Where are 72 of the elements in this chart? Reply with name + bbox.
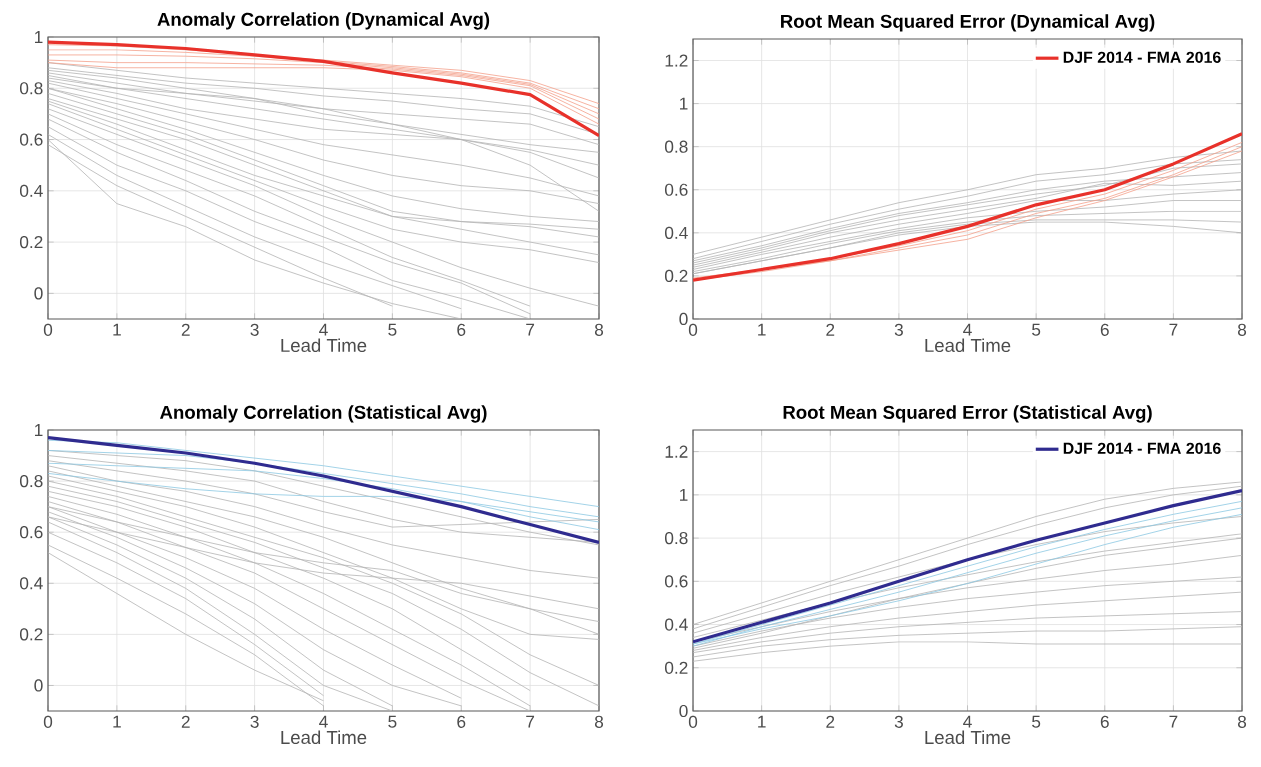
chart-title: Root Mean Squared Error (Statistical Avg) — [783, 405, 1152, 423]
y-tick-label: 1.2 — [665, 445, 688, 458]
x-tick-label: 2 — [826, 715, 835, 728]
y-tick-label: 1 — [35, 424, 43, 436]
x-tick-label: 1 — [113, 715, 121, 728]
x-tick-label: 3 — [894, 715, 903, 728]
x-tick-label: 2 — [826, 323, 835, 336]
x-tick-label: 7 — [1169, 323, 1178, 336]
x-tick-label: 2 — [181, 715, 190, 728]
y-tick-label: 0.6 — [664, 575, 688, 588]
y-tick-label: 0 — [34, 287, 43, 300]
y-tick-label: 0.8 — [664, 140, 688, 153]
x-tick-label: 4 — [319, 323, 328, 336]
x-tick-label: 4 — [963, 323, 972, 336]
y-tick-label: 0.6 — [19, 526, 43, 539]
x-axis-title: Lead Time — [925, 338, 1011, 353]
x-tick-label: 0 — [43, 715, 53, 728]
x-axis-title: Lead Time — [281, 730, 367, 745]
x-tick-label: 8 — [1237, 323, 1247, 336]
x-tick-label: 1 — [113, 323, 121, 336]
legend-label: DJF 2014 - FMA 2016 — [1063, 442, 1221, 454]
x-tick-label: 5 — [1032, 323, 1041, 336]
y-tick-label: 0 — [34, 679, 43, 692]
chart-title: Root Mean Squared Error (Dynamical Avg) — [781, 14, 1155, 32]
y-tick-label: 0.6 — [664, 183, 688, 196]
x-tick-label: 1 — [758, 715, 766, 728]
x-tick-label: 8 — [594, 323, 604, 336]
x-tick-label: 8 — [1237, 715, 1247, 728]
y-tick-label: 0.4 — [19, 184, 43, 197]
x-tick-label: 5 — [388, 715, 397, 728]
y-tick-label: 1 — [35, 31, 43, 43]
x-axis-title: Lead Time — [925, 730, 1011, 745]
x-tick-label: 0 — [688, 715, 698, 728]
y-tick-label: 1.2 — [665, 54, 688, 67]
x-tick-label: 6 — [1100, 323, 1109, 336]
x-tick-label: 3 — [250, 715, 259, 728]
y-tick-label: 0.4 — [664, 226, 688, 239]
chart-title: Anomaly Correlation (Statistical Avg) — [160, 405, 487, 423]
y-tick-label: 0.8 — [19, 82, 43, 95]
x-tick-label: 5 — [388, 323, 397, 336]
y-tick-label: 1 — [680, 488, 688, 501]
x-tick-label: 5 — [1032, 715, 1041, 728]
y-tick-label: 1 — [680, 97, 688, 110]
y-tick-label: 0.4 — [19, 577, 43, 590]
y-tick-label: 0.2 — [19, 235, 43, 249]
x-tick-label: 0 — [43, 323, 53, 336]
x-tick-label: 0 — [688, 323, 698, 336]
x-axis-title: Lead Time — [281, 338, 367, 353]
y-tick-label: 0.2 — [19, 628, 43, 641]
x-tick-label: 8 — [594, 715, 604, 728]
x-tick-label: 4 — [319, 715, 328, 728]
x-tick-label: 3 — [894, 323, 903, 336]
y-tick-label: 0.6 — [19, 133, 43, 146]
x-tick-label: 7 — [1169, 715, 1178, 728]
x-tick-label: 6 — [1100, 715, 1109, 728]
x-tick-label: 6 — [457, 715, 466, 728]
x-tick-label: 4 — [963, 715, 972, 728]
chart-title: Anomaly Correlation (Dynamical Avg) — [157, 12, 490, 30]
legend-label: DJF 2014 - FMA 2016 — [1063, 51, 1221, 63]
x-tick-label: 1 — [758, 323, 766, 336]
y-tick-label: 0.2 — [664, 661, 688, 674]
x-tick-label: 2 — [181, 323, 190, 336]
x-tick-label: 6 — [457, 323, 466, 336]
y-tick-label: 0.2 — [664, 269, 688, 283]
x-tick-label: 3 — [250, 323, 259, 336]
y-tick-label: 0.8 — [664, 531, 688, 545]
y-tick-label: 0 — [679, 312, 688, 326]
y-tick-label: 0.4 — [664, 618, 688, 631]
y-tick-label: 0.8 — [19, 474, 43, 488]
x-tick-label: 7 — [526, 323, 535, 336]
y-tick-label: 0 — [679, 704, 688, 718]
x-tick-label: 7 — [526, 715, 535, 728]
